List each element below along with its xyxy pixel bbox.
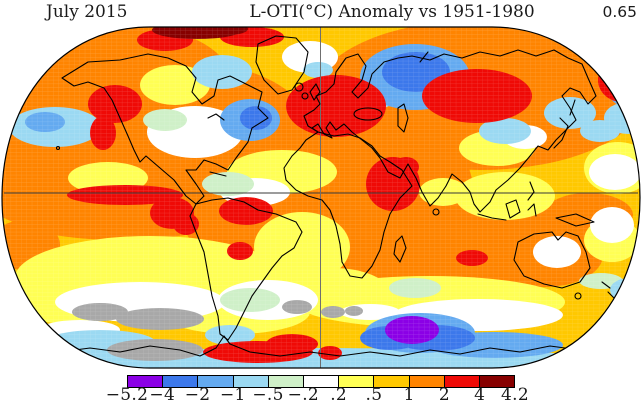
colorbar-segment [443, 376, 479, 387]
colorbar-segment [162, 376, 198, 387]
colorbar-segment [408, 376, 444, 387]
colorbar-segment [267, 376, 303, 387]
colorbar-segment [232, 376, 268, 387]
colorbar-segment [197, 376, 233, 387]
map-outline [1, 26, 641, 369]
figure-title: L-OTI(°C) Anomaly vs 1951-1980 [249, 2, 535, 22]
colorbar-segment [373, 376, 409, 387]
global-mean-value: 0.65 [602, 3, 637, 21]
colorbar-segment [478, 376, 515, 387]
colorbar [127, 375, 515, 388]
colorbar-segment [128, 376, 163, 387]
coastlines [55, 35, 617, 357]
colorbar-segment [338, 376, 374, 387]
date-label: July 2015 [46, 2, 128, 22]
colorbar-segment [302, 376, 339, 387]
